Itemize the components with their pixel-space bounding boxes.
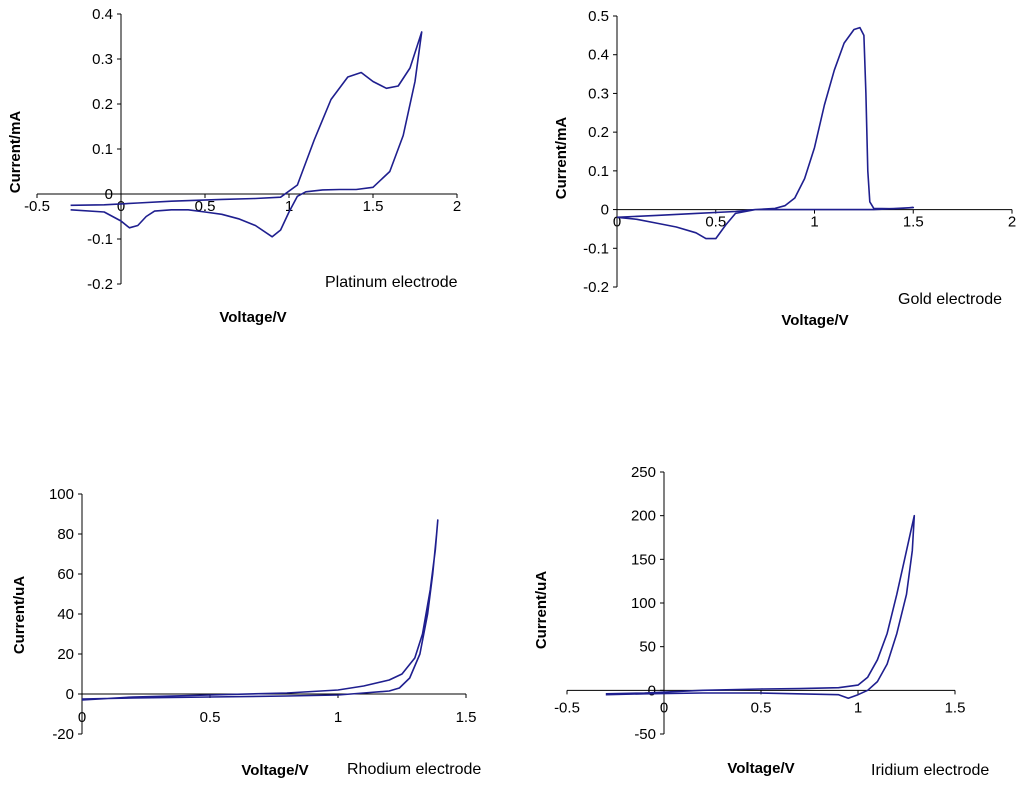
x-tick-label: 0 [613,214,621,231]
x-tick-label: 1 [285,198,293,215]
x-tick-label: 1.5 [456,709,477,726]
y-tick-label: 0.2 [92,96,113,113]
x-tick-label: 0 [660,699,668,716]
y-tick-label: 200 [631,508,656,525]
y-axis-title: Current/mA [7,111,24,194]
x-tick-label: 0.5 [200,709,221,726]
y-tick-label: -0.1 [583,240,609,257]
x-tick-label: 0.5 [751,699,772,716]
y-tick-label: 0 [601,202,609,219]
y-tick-label: -20 [52,726,74,743]
y-tick-label: 0.2 [588,124,609,141]
x-axis-title: Voltage/V [219,309,286,326]
x-tick-label: 1 [810,214,818,231]
x-axis-title: Voltage/V [727,760,794,777]
y-tick-label: -0.1 [87,231,113,248]
y-tick-label: -50 [634,726,656,743]
electrode-label: Platinum electrode [325,274,458,291]
x-tick-label: 1.5 [903,214,924,231]
y-tick-label: 60 [57,566,74,583]
y-tick-label: 150 [631,551,656,568]
x-axis-title: Voltage/V [781,312,848,329]
x-tick-label: 1 [854,699,862,716]
y-tick-label: 0.3 [92,51,113,68]
y-tick-label: 0 [105,186,113,203]
y-tick-label: 20 [57,646,74,663]
x-axis-title: Voltage/V [241,762,308,779]
x-tick-label: -0.5 [24,198,50,215]
y-tick-label: 40 [57,606,74,623]
y-tick-label: 100 [49,486,74,503]
y-axis-title: Current/uA [11,576,28,655]
y-tick-label: -0.2 [87,276,113,293]
electrode-label: Rhodium electrode [347,761,481,778]
y-tick-label: 0.1 [92,141,113,158]
x-tick-label: 1.5 [945,699,966,716]
series-line [81,519,439,701]
series-line [616,26,915,240]
y-tick-label: 100 [631,595,656,612]
x-tick-label: 0 [78,709,86,726]
x-tick-label: 1 [334,709,342,726]
y-tick-label: 250 [631,464,656,481]
y-tick-label: 80 [57,526,74,543]
x-tick-label: 0 [117,198,125,215]
electrode-label: Gold electrode [898,291,1002,308]
y-tick-label: 50 [639,639,656,656]
y-tick-label: -0.2 [583,279,609,296]
y-tick-label: 0 [66,686,74,703]
y-tick-label: 0 [648,682,656,699]
x-tick-label: 2 [453,198,461,215]
y-tick-label: 0.4 [588,47,609,64]
x-tick-label: 0.5 [705,214,726,231]
chart-panel-1: -0.2-0.100.10.20.30.4-0.5 0 0.5 1 1.5 2Curren… [7,6,461,326]
y-tick-label: 0.1 [588,163,609,180]
series-line [605,514,916,700]
y-tick-label: 0.3 [588,85,609,102]
x-tick-label: 1.5 [363,198,384,215]
series-line [70,31,423,238]
x-tick-label: 2 [1008,214,1016,231]
y-axis-title: Current/mA [553,117,570,200]
chart-panel-2: -0.2-0.100.10.20.30.40.50 0.5 1 1.5 2Current… [553,8,1016,329]
x-tick-label: -0.5 [554,699,580,716]
y-axis-title: Current/uA [533,571,550,650]
y-tick-label: 0.5 [588,8,609,25]
y-tick-label: 0.4 [92,6,113,23]
electrode-label: Iridium electrode [871,762,989,779]
